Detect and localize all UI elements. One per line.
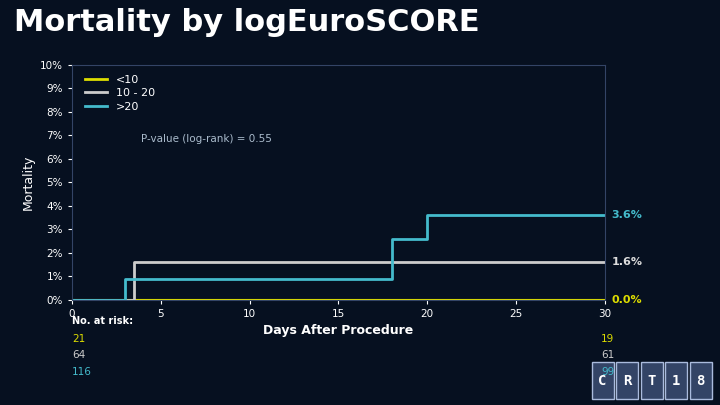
Text: 116: 116 — [72, 367, 92, 377]
Text: 64: 64 — [72, 350, 85, 360]
Legend: <10, 10 - 20, >20: <10, 10 - 20, >20 — [83, 73, 158, 114]
Text: No. at risk:: No. at risk: — [72, 316, 133, 326]
X-axis label: Days After Procedure: Days After Procedure — [264, 324, 413, 337]
Text: 3.6%: 3.6% — [612, 210, 643, 220]
Text: 99: 99 — [601, 367, 614, 377]
Text: 61: 61 — [601, 350, 614, 360]
Text: T: T — [647, 374, 656, 388]
Text: Mortality by logEuroSCORE: Mortality by logEuroSCORE — [14, 8, 480, 37]
FancyBboxPatch shape — [592, 362, 613, 399]
Text: 0.0%: 0.0% — [612, 295, 642, 305]
FancyBboxPatch shape — [665, 362, 687, 399]
Text: R: R — [623, 374, 631, 388]
Text: 19: 19 — [601, 334, 614, 344]
Text: 8: 8 — [696, 374, 705, 388]
FancyBboxPatch shape — [690, 362, 711, 399]
Text: C: C — [598, 374, 607, 388]
FancyBboxPatch shape — [616, 362, 638, 399]
Text: P-value (log-rank) = 0.55: P-value (log-rank) = 0.55 — [141, 134, 272, 144]
Text: 1: 1 — [672, 374, 680, 388]
FancyBboxPatch shape — [641, 362, 662, 399]
Text: 21: 21 — [72, 334, 85, 344]
Y-axis label: Mortality: Mortality — [22, 155, 35, 210]
Text: 1.6%: 1.6% — [612, 257, 643, 267]
